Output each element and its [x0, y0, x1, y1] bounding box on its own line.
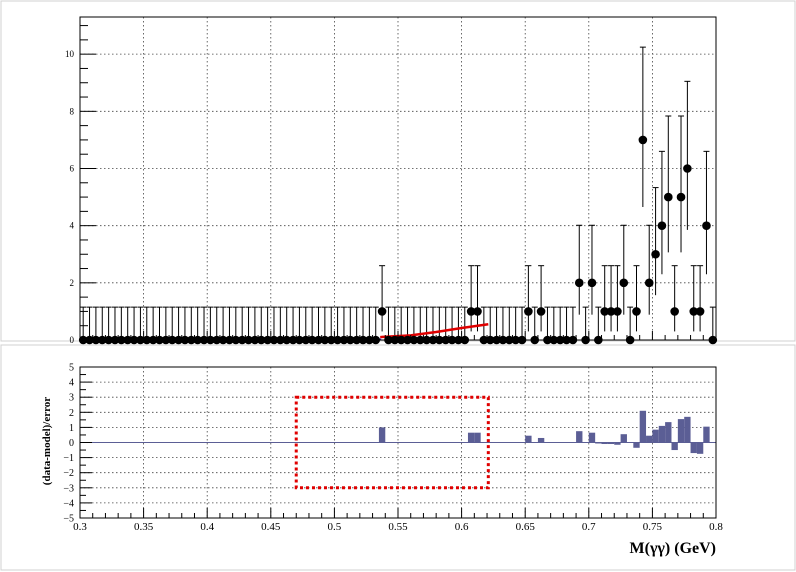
data-point — [377, 307, 387, 316]
bottom-x-tick-label: 0.65 — [516, 521, 536, 533]
top-y-tick-label: 4 — [70, 221, 75, 231]
bottom-x-tick-label: 0.75 — [643, 521, 663, 533]
top-y-tick-label: 10 — [65, 49, 75, 59]
bottom-y-tick-label: 2 — [69, 408, 74, 419]
bottom-residual-bars — [378, 410, 710, 454]
residual-bar — [677, 419, 685, 443]
top-y-tick-label: 8 — [70, 106, 75, 116]
residual-bar — [646, 435, 653, 443]
bottom-x-tick-label: 0.8 — [709, 521, 723, 533]
data-point — [587, 278, 597, 288]
bottom-y-tick-label: 1 — [69, 423, 74, 434]
bottom-y-tick-label: −5 — [63, 514, 74, 525]
bottom-x-tick-label: 0.45 — [261, 521, 281, 533]
bottom-y-tick-label: −4 — [63, 498, 74, 509]
bottom-x-tick-label: 0.5 — [328, 521, 342, 533]
residual-bar — [576, 431, 583, 443]
bottom-x-tick-label: 0.7 — [582, 521, 596, 533]
bottom-axes: −5 −4 −3 −2 −1 0 1 2 3 4 5 0.3 0.35 0.4 0.45 0.5 0.55 0.6… — [63, 363, 723, 534]
data-point — [613, 307, 622, 316]
bottom-y-tick-label: −3 — [63, 483, 74, 494]
data-point — [651, 249, 660, 259]
data-point — [664, 192, 673, 202]
bottom-y-tick-label: 4 — [69, 378, 74, 389]
bottom-x-axis-label: M(γγ) (GeV) — [630, 540, 716, 557]
data-point — [536, 307, 546, 316]
data-point — [632, 307, 641, 316]
residual-bar — [703, 426, 710, 443]
data-point — [689, 307, 699, 316]
top-y-tick-label: 0 — [70, 335, 75, 345]
residual-bar — [588, 432, 596, 443]
data-point — [676, 192, 686, 202]
bottom-y-tick-label: −2 — [63, 468, 74, 479]
residual-bar — [607, 442, 615, 445]
data-point — [600, 307, 609, 316]
data-point — [524, 307, 533, 316]
bottom-x-tick-label: 0.35 — [134, 521, 154, 533]
residual-bar — [658, 425, 666, 443]
bottom-x-tick-label: 0.3 — [73, 521, 87, 533]
data-point — [574, 278, 584, 288]
top-y-tick-label: 6 — [70, 163, 75, 173]
bottom-y-tick-label: 3 — [69, 393, 74, 404]
residual-bar — [378, 427, 386, 443]
top-y-tick-label: 2 — [70, 278, 75, 288]
top-grid — [79, 17, 717, 341]
residual-bar — [620, 434, 627, 443]
residual-bar — [537, 437, 545, 443]
bottom-y-tick-label: 5 — [69, 363, 74, 374]
data-point — [473, 307, 482, 316]
highlight-dashed-box — [294, 395, 490, 490]
residual-bar — [690, 442, 697, 454]
data-point — [683, 164, 692, 173]
residual-bar — [633, 442, 640, 448]
bottom-annotation — [294, 395, 490, 490]
bottom-x-tick-label: 0.55 — [388, 521, 408, 533]
residual-bar — [595, 442, 602, 444]
data-point — [644, 278, 654, 288]
residual-bar — [639, 410, 647, 443]
top-panel: 0 2 4 6 8 10 — [65, 16, 718, 345]
data-point — [466, 307, 476, 316]
residual-bar — [696, 442, 704, 454]
data-point — [606, 307, 616, 316]
bottom-y-tick-label: 0 — [69, 438, 74, 449]
residual-bar — [665, 422, 672, 443]
bottom-panel: −5 −4 −3 −2 −1 0 1 2 3 4 5 0.3 0.35 0.4 0.45 0.5 0.55 0.6… — [63, 363, 723, 534]
data-point — [702, 221, 711, 230]
residual-bar — [467, 432, 475, 443]
data-point — [657, 221, 667, 230]
data-point — [670, 307, 679, 316]
residual-bar — [671, 442, 678, 451]
data-point — [638, 135, 648, 145]
data-point — [695, 307, 705, 316]
bottom-y-tick-label: −1 — [63, 453, 74, 464]
bottom-x-tick-label: 0.6 — [455, 521, 469, 533]
residual-bar — [601, 442, 608, 445]
residual-bar — [614, 442, 621, 445]
residual-bar — [525, 435, 532, 443]
bottom-y-axis-label: (data-model)/error — [41, 397, 53, 485]
residual-bar — [652, 429, 659, 443]
bottom-x-tick-label: 0.4 — [200, 521, 214, 533]
top-axes: 0 2 4 6 8 10 — [65, 16, 717, 345]
data-point — [619, 278, 629, 288]
residual-bar — [474, 432, 481, 443]
residual-bar — [684, 416, 691, 443]
